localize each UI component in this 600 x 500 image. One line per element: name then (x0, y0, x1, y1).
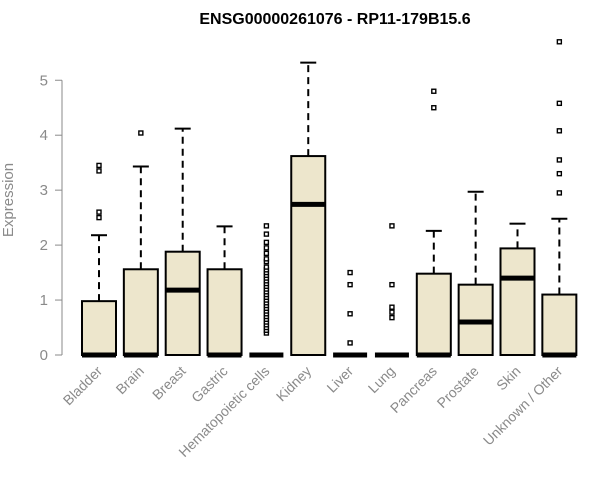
outlier-point (263, 231, 270, 237)
box-brain (122, 130, 159, 358)
outlier-point (556, 170, 563, 177)
outlier-point (263, 239, 270, 246)
y-tick-label-2: 2 (40, 237, 48, 254)
box-liver (333, 269, 368, 358)
outlier-point (389, 314, 395, 321)
outlier-point (347, 269, 353, 276)
x-tick-label-5: Kidney (273, 363, 315, 405)
outlier-point (263, 264, 270, 270)
outlier-point (263, 250, 270, 257)
box-hematopoietic-cells (249, 223, 284, 358)
outlier-point (263, 256, 270, 262)
x-tick-label-6: Liver (323, 363, 356, 396)
outlier-point (138, 130, 144, 136)
outlier-point (389, 281, 395, 288)
outlier-point (389, 304, 395, 310)
outlier-point (556, 39, 563, 45)
outlier-point (556, 157, 563, 163)
outlier-point (96, 209, 102, 215)
chart-title: ENSG00000261076 - RP11-179B15.6 (199, 11, 470, 28)
outlier-point (431, 88, 437, 94)
outlier-point (431, 105, 437, 111)
y-axis: 0 1 2 3 4 5 (40, 72, 63, 364)
box-breast (164, 127, 201, 356)
box-bladder (81, 162, 117, 358)
x-tick-label-11: Unknown / Other (480, 363, 566, 449)
box-lung (374, 223, 409, 358)
outlier-point (96, 162, 102, 169)
box-kidney (290, 61, 327, 356)
x-tick-label-9: Prostate (434, 363, 482, 411)
outlier-point (347, 340, 353, 346)
box-prostate (457, 190, 494, 356)
box-rect (122, 268, 159, 357)
box-rect (164, 250, 201, 356)
x-tick-label-1: Brain (113, 363, 147, 397)
box-pancreas (415, 88, 452, 358)
y-tick-label-4: 4 (40, 127, 48, 144)
outlier-point (389, 309, 395, 315)
box-rect (499, 247, 536, 356)
x-tick-label-10: Skin (493, 363, 524, 394)
outlier-point (263, 223, 270, 229)
outlier-point (96, 214, 102, 221)
x-tick-label-7: Lung (365, 363, 398, 396)
box-skin (499, 222, 536, 356)
box-rect (81, 300, 117, 356)
outlier-point (389, 223, 395, 229)
box-rect (415, 272, 452, 357)
box-rect (206, 268, 243, 357)
x-tick-label-2: Breast (149, 363, 189, 403)
outlier-point (96, 168, 102, 174)
box-gastric (206, 225, 243, 358)
box-rect (541, 293, 578, 356)
box-rect (290, 155, 327, 356)
y-tick-label-1: 1 (40, 292, 48, 309)
outlier-point (556, 190, 563, 196)
box-unknown-other (541, 39, 578, 358)
x-tick-label-0: Bladder (60, 363, 106, 409)
y-axis-label: Expression (0, 163, 17, 237)
outlier-point (347, 311, 353, 317)
outlier-point (556, 128, 563, 134)
x-tick-label-8: Pancreas (387, 363, 440, 416)
y-tick-label-0: 0 (40, 347, 48, 364)
y-tick-label-3: 3 (40, 182, 48, 199)
boxes-group (81, 39, 578, 358)
y-tick-label-5: 5 (40, 72, 48, 89)
outlier-point (556, 100, 563, 107)
outlier-point (347, 281, 353, 288)
outlier-point (263, 245, 270, 251)
